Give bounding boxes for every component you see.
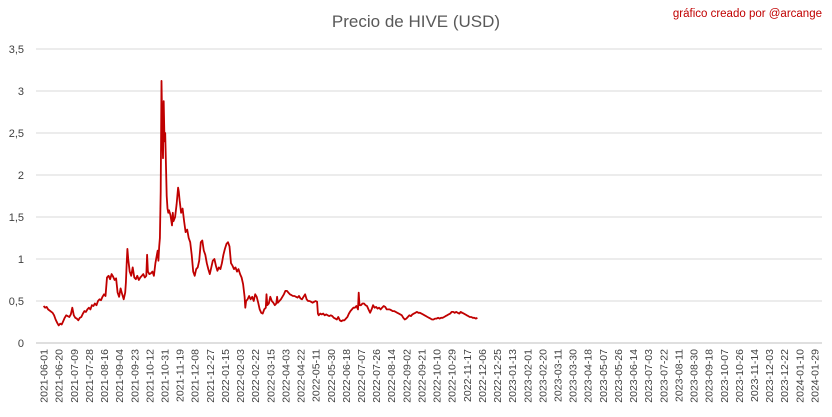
- x-tick-label: 2022-04-03: [280, 349, 292, 403]
- x-tick-label: 2022-02-03: [235, 349, 247, 403]
- x-tick-label: 2022-02-22: [250, 349, 262, 403]
- y-tick-label: 1: [18, 254, 24, 266]
- x-tick-label: 2023-08-11: [673, 349, 685, 402]
- x-tick-label: 2023-05-26: [613, 349, 625, 403]
- x-tick-label: 2023-08-30: [689, 349, 701, 403]
- x-tick-label: 2022-10-10: [432, 349, 444, 403]
- y-tick-label: 0: [18, 338, 24, 350]
- x-tick-label: 2022-03-15: [265, 349, 277, 403]
- y-tick-label: 2: [18, 170, 24, 182]
- x-tick-label: 2023-07-03: [643, 349, 655, 403]
- x-tick-label: 2022-04-22: [296, 349, 308, 403]
- gridlines: [36, 48, 822, 344]
- y-tick-label: 1,5: [9, 212, 24, 224]
- x-tick-label: 2023-10-07: [719, 349, 731, 403]
- x-tick-label: 2021-11-19: [175, 349, 187, 402]
- x-tick-label: 2021-12-08: [190, 349, 202, 403]
- x-tick-label: 2023-12-22: [779, 349, 791, 403]
- series-line: [42, 80, 478, 327]
- x-tick-label: 2021-09-23: [129, 349, 141, 403]
- x-tick-label: 2021-07-28: [84, 349, 96, 403]
- x-tick-label: 2021-10-12: [144, 349, 156, 403]
- x-tick-label: 2022-11-17: [462, 349, 474, 402]
- x-tick-label: 2023-07-22: [658, 349, 670, 403]
- x-tick-label: 2021-10-31: [159, 349, 171, 403]
- x-tick-label: 2022-05-30: [326, 349, 338, 403]
- x-tick-label: 2023-11-14: [749, 349, 761, 402]
- x-tick-label: 2021-07-09: [69, 349, 81, 403]
- x-tick-label: 2022-07-07: [356, 349, 368, 403]
- x-tick-label: 2023-06-14: [628, 349, 640, 403]
- x-tick-label: 2024-01-10: [794, 349, 806, 403]
- y-axis-ticks: 0 0,5 1 1,5 2 2,5 3 3,5: [9, 44, 24, 350]
- x-tick-label: 2023-03-11: [552, 349, 564, 402]
- y-tick-label: 2,5: [9, 128, 24, 140]
- x-tick-label: 2021-08-16: [99, 349, 111, 403]
- x-tick-label: 2023-01-13: [507, 349, 519, 403]
- x-tick-label: 2023-02-01: [522, 349, 534, 403]
- x-tick-label: 2022-07-26: [371, 349, 383, 403]
- y-tick-label: 0,5: [9, 296, 24, 308]
- chart-title: Precio de HIVE (USD): [331, 12, 501, 31]
- x-tick-label: 2021-12-27: [205, 349, 217, 403]
- x-tick-label: 2023-12-03: [764, 349, 776, 403]
- x-tick-label: 2021-06-20: [54, 349, 66, 403]
- x-axis-ticks: 2021-06-01 2021-06-20 2021-07-09 2021-07-28…: [39, 349, 822, 403]
- x-tick-label: 2022-08-14: [386, 349, 398, 403]
- x-tick-label: 2022-05-11: [311, 349, 323, 402]
- x-tick-label: 2023-04-18: [583, 349, 595, 403]
- x-tick-label: 2022-01-15: [220, 349, 232, 403]
- chart-credit: gráfico creado por @arcange: [672, 8, 822, 20]
- y-tick-label: 3: [18, 86, 24, 98]
- x-tick-label: 2023-03-30: [568, 349, 580, 403]
- x-tick-label: 2021-06-01: [39, 349, 51, 403]
- x-tick-label: 2023-10-26: [734, 349, 746, 403]
- x-tick-label: 2022-10-29: [447, 349, 459, 403]
- x-tick-label: 2022-09-02: [401, 349, 413, 403]
- plot-area: [42, 80, 478, 327]
- x-tick-label: 2022-12-25: [492, 349, 504, 403]
- x-tick-label: 2022-12-06: [477, 349, 489, 403]
- x-tick-label: 2022-09-21: [416, 349, 428, 403]
- x-tick-label: 2023-09-18: [704, 349, 716, 403]
- x-tick-label: 2022-06-18: [341, 349, 353, 403]
- y-tick-label: 3,5: [9, 44, 24, 56]
- x-tick-label: 2023-05-07: [598, 349, 610, 403]
- x-tick-label: 2023-02-20: [537, 349, 549, 403]
- x-tick-label: 2021-09-04: [114, 349, 126, 403]
- x-tick-label: 2024-01-29: [809, 349, 821, 403]
